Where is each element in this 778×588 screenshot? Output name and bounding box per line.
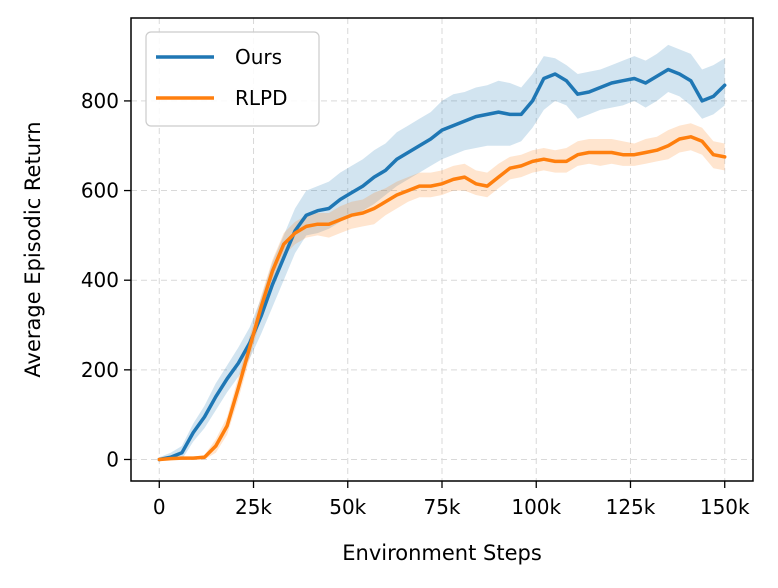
legend-label-ours: Ours bbox=[235, 45, 282, 69]
x-tick-label: 25k bbox=[235, 495, 272, 519]
legend-label-rlpd: RLPD bbox=[235, 86, 288, 110]
x-tick-label: 125k bbox=[606, 495, 656, 519]
legend-box bbox=[145, 31, 320, 127]
x-tick-label: 150k bbox=[700, 495, 750, 519]
legend: Ours RLPD bbox=[145, 31, 320, 127]
y-axis-label: Average Episodic Return bbox=[21, 121, 45, 377]
y-tick-label: 200 bbox=[81, 358, 119, 382]
x-axis-ticks: 0 25k 50k 75k 100k 125k 150k bbox=[153, 481, 750, 519]
ours-band bbox=[159, 44, 725, 460]
y-tick-label: 0 bbox=[106, 447, 119, 471]
rlpd-band bbox=[159, 123, 725, 460]
x-tick-label: 100k bbox=[511, 495, 561, 519]
y-tick-label: 800 bbox=[81, 89, 119, 113]
confidence-bands bbox=[159, 44, 725, 460]
x-tick-label: 0 bbox=[153, 495, 166, 519]
x-tick-label: 75k bbox=[423, 495, 460, 519]
rlpd-line bbox=[157, 135, 727, 462]
y-tick-label: 400 bbox=[81, 268, 119, 292]
y-axis-ticks: 0 200 400 600 800 bbox=[81, 89, 131, 471]
series-lines bbox=[157, 67, 727, 462]
x-tick-label: 50k bbox=[329, 495, 366, 519]
y-tick-label: 600 bbox=[81, 179, 119, 203]
x-axis-label: Environment Steps bbox=[342, 541, 542, 565]
